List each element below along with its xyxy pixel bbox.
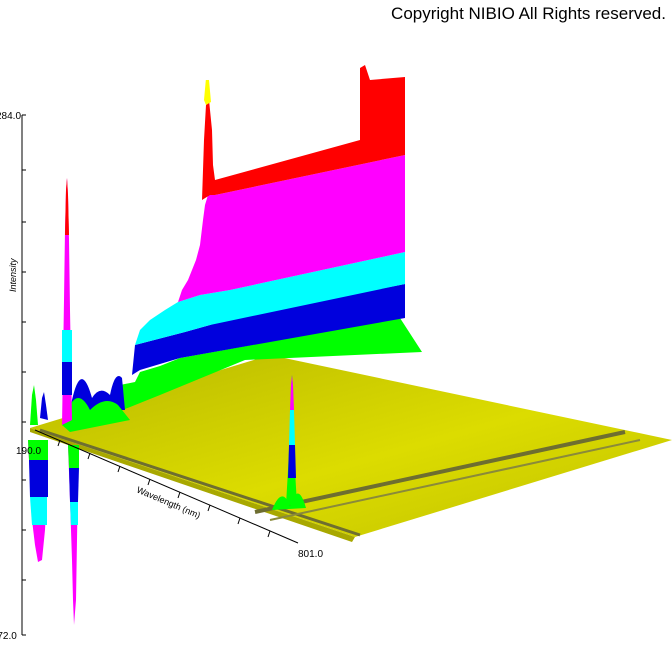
wall-band-magenta (178, 150, 405, 302)
spike-left-red (65, 178, 69, 235)
spike-edge-b (40, 392, 48, 420)
neg-spike-a-cyan (30, 497, 47, 525)
wall-band-blue (132, 284, 405, 375)
wall-peak-white (205, 72, 209, 80)
wavelength-axis-tick (177, 491, 181, 499)
intensity-axis-title: Intensity (8, 258, 18, 292)
ridge-line (269, 439, 641, 521)
spike-left-cyan (62, 330, 72, 362)
surface-floor (30, 355, 672, 537)
ridge-line (254, 430, 626, 514)
neg-spike-b-blue (69, 468, 79, 502)
copyright-text: Copyright NIBIO All Rights reserved. (391, 4, 666, 23)
spike-right-blue (288, 445, 296, 478)
wavelength-axis (34, 429, 299, 544)
spike-edge (30, 385, 38, 425)
wavelength-axis-tick (87, 452, 91, 460)
wall-band-green (95, 318, 422, 415)
intensity-max-label: 284.0 (0, 111, 21, 122)
spike-right-magenta (290, 375, 294, 410)
wavelength-axis-tick (207, 504, 211, 512)
ridge-line (39, 428, 361, 537)
surface-floor-edge (30, 428, 355, 542)
neg-spike-b-green (68, 445, 79, 468)
wavelength-axis-tick (237, 517, 241, 525)
wavelength-axis-tick (117, 465, 121, 473)
wavelength-start-label: 190.0 (16, 446, 41, 457)
bump-left-green (62, 398, 130, 432)
spike-right-cyan (289, 410, 295, 445)
spike-left-blue (62, 362, 72, 395)
wavelength-axis-tick (147, 478, 151, 486)
neg-spike-a-green (28, 440, 48, 460)
wavelength-axis-title: Wavelength (nm) (135, 485, 202, 521)
wavelength-axis-tick (57, 439, 61, 447)
intensity-min-label: -72.0 (0, 631, 17, 642)
wavelength-axis-tick (267, 530, 271, 538)
wall-band-red (202, 65, 405, 200)
spike-right-base (272, 493, 306, 510)
neg-spike-a-blue (29, 460, 48, 497)
neg-spike-b-cyan (70, 502, 78, 525)
wall-peak-yellow (204, 78, 211, 105)
wavelength-end-label: 801.0 (298, 549, 323, 560)
wall-band-cyan (135, 252, 405, 345)
